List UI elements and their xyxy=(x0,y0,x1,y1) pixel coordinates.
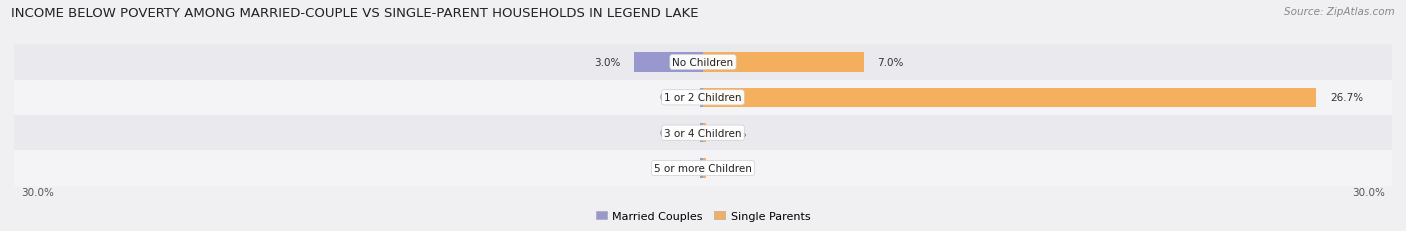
Text: 0.0%: 0.0% xyxy=(659,93,686,103)
Text: 0.0%: 0.0% xyxy=(659,128,686,138)
Bar xyxy=(700,123,703,143)
Bar xyxy=(634,53,703,72)
Bar xyxy=(700,88,703,108)
Text: 3.0%: 3.0% xyxy=(593,58,620,68)
Bar xyxy=(700,159,703,178)
Bar xyxy=(703,88,1316,108)
Bar xyxy=(14,45,1392,80)
Text: 7.0%: 7.0% xyxy=(877,58,904,68)
Text: 30.0%: 30.0% xyxy=(21,188,53,198)
Bar xyxy=(703,53,863,72)
Bar xyxy=(703,159,706,178)
Text: 0.0%: 0.0% xyxy=(720,163,747,173)
Text: 0.0%: 0.0% xyxy=(659,163,686,173)
Text: 3 or 4 Children: 3 or 4 Children xyxy=(664,128,742,138)
Bar xyxy=(14,116,1392,151)
Bar xyxy=(14,151,1392,186)
Text: 5 or more Children: 5 or more Children xyxy=(654,163,752,173)
Legend: Married Couples, Single Parents: Married Couples, Single Parents xyxy=(596,211,810,221)
Text: 1 or 2 Children: 1 or 2 Children xyxy=(664,93,742,103)
Text: No Children: No Children xyxy=(672,58,734,68)
Text: INCOME BELOW POVERTY AMONG MARRIED-COUPLE VS SINGLE-PARENT HOUSEHOLDS IN LEGEND : INCOME BELOW POVERTY AMONG MARRIED-COUPL… xyxy=(11,7,699,20)
Text: Source: ZipAtlas.com: Source: ZipAtlas.com xyxy=(1284,7,1395,17)
Bar xyxy=(14,80,1392,116)
Text: 26.7%: 26.7% xyxy=(1330,93,1362,103)
Bar xyxy=(703,123,706,143)
Text: 0.0%: 0.0% xyxy=(720,128,747,138)
Text: 30.0%: 30.0% xyxy=(1353,188,1385,198)
